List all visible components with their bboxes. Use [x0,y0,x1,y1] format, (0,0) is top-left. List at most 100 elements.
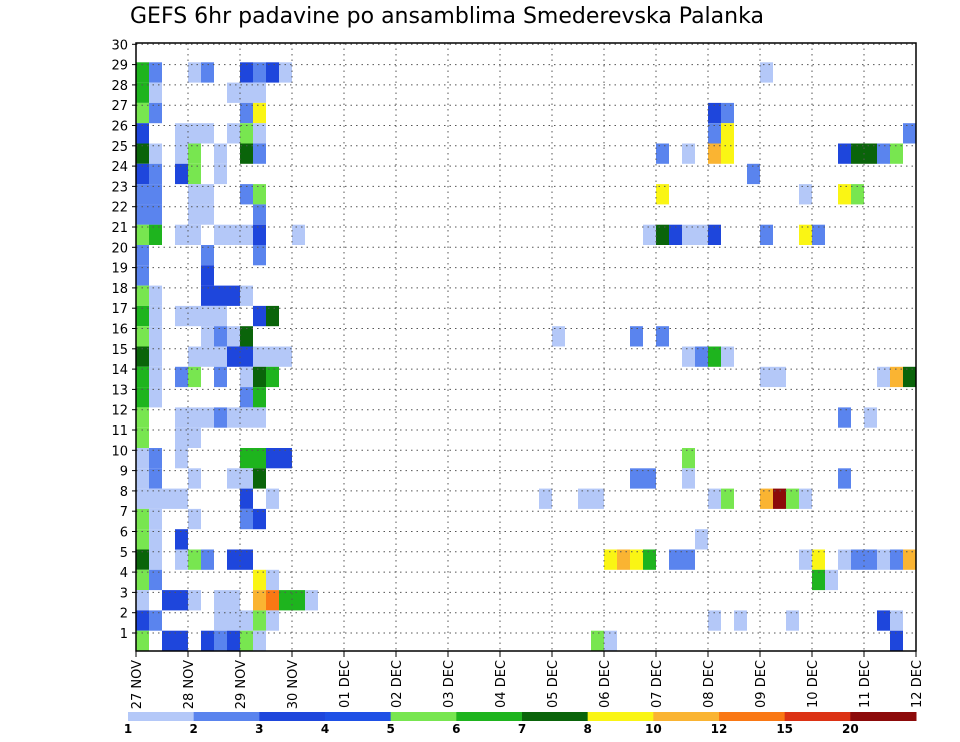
heatmap-cell [253,82,266,103]
colorbar-label: 6 [452,722,460,736]
y-tick-label: 9 [120,465,128,480]
x-tick-label: 07 DEC [650,660,665,708]
heatmap-cell [799,224,812,245]
heatmap-cell [266,488,279,509]
heatmap-cell [903,549,916,570]
heatmap-cell [266,448,279,469]
heatmap-cell [838,184,851,205]
heatmap-cell [240,82,253,103]
heatmap-cell [266,569,279,591]
heatmap-cell [240,468,253,489]
heatmap-cell [149,62,162,83]
heatmap-cell [851,143,864,164]
heatmap-cell [214,407,227,428]
heatmap-cell [799,549,812,570]
colorbar-label: 20 [842,722,859,736]
heatmap-cell [214,305,227,327]
heatmap-cell [253,224,266,245]
heatmap-cell [721,102,734,124]
heatmap-cell [175,143,188,164]
heatmap-cell [240,610,253,631]
colorbar-segment [850,712,917,721]
colorbar-label: 12 [711,722,728,736]
heatmap-cell [227,326,240,347]
grid-lines [136,43,917,651]
heatmap-cell [214,285,227,306]
heatmap-cell [149,82,162,103]
heatmap-cell [903,366,916,388]
heatmap-cell [188,427,201,448]
heatmap-cell [266,610,279,631]
heatmap-cell [864,143,877,164]
heatmap-cell [136,387,149,408]
heatmap-cell [175,427,188,448]
y-tick-label: 8 [120,485,128,500]
heatmap-cell [578,488,591,509]
heatmap-cell [240,285,253,306]
heatmap-cell [188,508,201,530]
heatmap-cell [253,468,266,489]
colorbar-segment [325,712,392,721]
heatmap-cell [214,630,227,651]
heatmap-cell [136,610,149,631]
heatmap-cell [162,488,175,509]
heatmap-cell [721,143,734,164]
heatmap-cell [305,590,318,611]
heatmap-cell [149,102,162,124]
heatmap-cell [253,610,266,631]
y-tick-label: 17 [111,302,128,317]
heatmap-cell [136,305,149,327]
heatmap-cell [240,224,253,245]
heatmap-cell [253,569,266,591]
heatmap-cell [175,224,188,245]
heatmap-cell [747,163,760,185]
colorbar-label: 4 [321,722,329,736]
y-tick-label: 3 [120,586,128,601]
heatmap-cell [864,549,877,570]
x-tick-label: 10 DEC [806,660,821,708]
heatmap-cell [214,143,227,164]
y-tick-label: 29 [111,59,128,74]
heatmap-cell [188,163,201,185]
heatmap-cell [656,143,669,164]
heatmap-cell [292,590,305,611]
heatmap-cell [136,346,149,367]
heatmap-cell [175,123,188,144]
heatmap-cell [266,62,279,83]
heatmap-cell [838,468,851,489]
heatmap-cell [201,407,214,428]
heatmap-cell [201,184,214,205]
heatmap-cell [188,407,201,428]
plot-frame [135,42,917,652]
heatmap-cell [227,285,240,306]
heatmap-cell [227,82,240,103]
heatmap-cell [149,285,162,306]
x-tick-label: 27 NOV [130,660,145,709]
x-tick-label: 30 NOV [286,660,301,709]
heatmap-cell [253,407,266,428]
heatmap-cell [175,407,188,428]
heatmap-cell [188,549,201,570]
heatmap-cell [253,305,266,327]
heatmap-cell [838,143,851,164]
x-tick-label: 06 DEC [598,660,613,708]
y-tick-label: 27 [111,99,128,114]
heatmap-cell [253,630,266,651]
heatmap-cell [227,346,240,367]
heatmap-cell [136,407,149,428]
heatmap-cell [227,407,240,428]
heatmap-cell [253,184,266,205]
colorbar-label: 3 [255,722,263,736]
heatmap-cell [279,62,292,83]
heatmap-cell [643,549,656,570]
heatmap-cell [682,346,695,367]
heatmap-cell [149,184,162,205]
y-tick-label: 30 [111,38,128,53]
heatmap-cell [253,245,266,266]
heatmap-cell [903,123,916,144]
heatmap-cell [214,346,227,367]
heatmap-cell [240,366,253,388]
heatmap-cell [136,326,149,347]
x-tick-label: 09 DEC [754,660,769,708]
y-tick-label: 25 [111,140,128,155]
